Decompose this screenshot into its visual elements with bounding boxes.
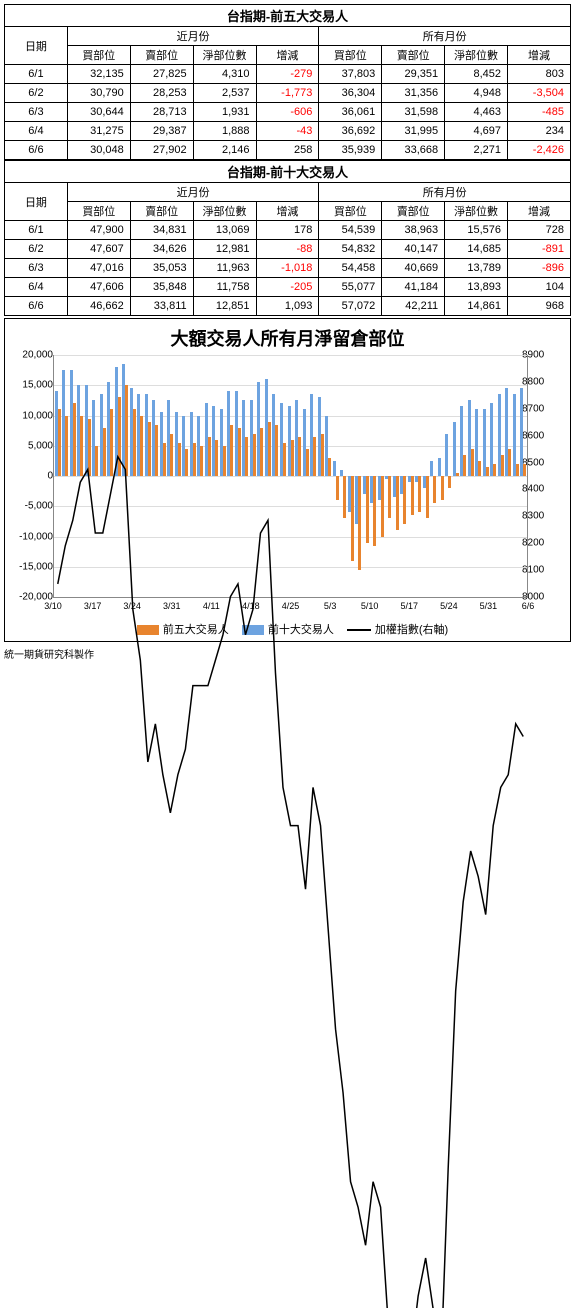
x-axis: 3/103/173/243/314/114/184/255/35/105/175…	[53, 601, 528, 615]
chart-container: 大額交易人所有月淨留倉部位 20,00015,00010,0005,0000-5…	[4, 318, 571, 642]
top10-table: 台指期-前十大交易人日期近月份所有月份買部位賣部位淨部位數增減買部位賣部位淨部位…	[4, 160, 571, 316]
plot-area	[53, 355, 528, 598]
chart-title: 大額交易人所有月淨留倉部位	[7, 325, 568, 351]
y-axis-right: 8900880087008600850084008300820081008000	[522, 355, 566, 597]
index-line	[54, 355, 527, 1308]
y-axis-left: 20,00015,00010,0005,0000-5,000-10,000-15…	[9, 355, 53, 597]
top5-table: 台指期-前五大交易人日期近月份所有月份買部位賣部位淨部位數增減買部位賣部位淨部位…	[4, 4, 571, 160]
